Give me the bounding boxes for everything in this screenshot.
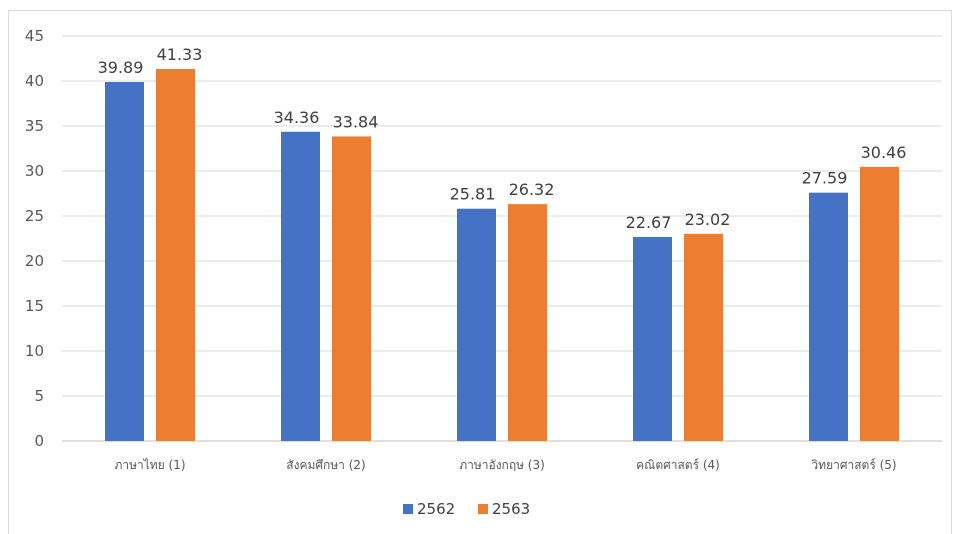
y-tick-label: 20 xyxy=(25,252,44,270)
data-label-2562: 22.67 xyxy=(626,213,672,232)
data-label-2563: 33.84 xyxy=(333,112,379,131)
x-axis-category-labels: ภาษาไทย (1) สังคมศึกษา (2) ภาษาอังกฤษ (3) ค… xyxy=(114,458,896,472)
data-label-2562: 34.36 xyxy=(274,108,320,127)
bar-2562 xyxy=(809,192,848,441)
y-tick-label: 30 xyxy=(25,162,44,180)
bar-2563 xyxy=(332,136,371,441)
data-label-2562: 25.81 xyxy=(450,185,496,204)
data-labels: 39.89 41.33 34.36 33.84 25.81 26.32 22.67 23.02… xyxy=(98,45,907,232)
y-tick-label: 40 xyxy=(25,72,44,90)
y-axis-tick-labels: 0 5 10 15 20 25 30 35 40 45 xyxy=(25,27,44,450)
y-tick-label: 25 xyxy=(25,207,44,225)
data-label-2563: 30.46 xyxy=(861,143,907,162)
data-label-2562: 27.59 xyxy=(802,169,848,188)
y-tick-label: 0 xyxy=(34,432,44,450)
y-tick-label: 10 xyxy=(25,342,44,360)
y-tick-label: 45 xyxy=(25,27,44,45)
category-label: คณิตศาสตร์ (4) xyxy=(636,458,720,472)
legend-swatch-2563 xyxy=(478,504,488,514)
bar-2562 xyxy=(281,131,320,441)
legend-swatch-2562 xyxy=(403,504,413,514)
legend-label-2562: 2562 xyxy=(417,500,455,518)
data-label-2562: 39.89 xyxy=(98,58,144,77)
legend-label-2563: 2563 xyxy=(492,500,530,518)
category-label: ภาษาไทย (1) xyxy=(114,458,185,472)
category-label: สังคมศึกษา (2) xyxy=(286,458,365,472)
data-label-2563: 23.02 xyxy=(685,210,731,229)
category-label: วิทยาศาสตร์ (5) xyxy=(811,458,896,472)
data-label-2563: 41.33 xyxy=(157,45,203,64)
bar-2563 xyxy=(860,166,899,442)
bar-2563 xyxy=(684,233,723,441)
gridlines xyxy=(62,35,942,442)
data-label-2563: 26.32 xyxy=(509,180,555,199)
bar-2563 xyxy=(508,204,547,441)
bars xyxy=(105,69,899,442)
bar-2562 xyxy=(457,208,496,441)
bar-2562 xyxy=(105,81,144,442)
y-tick-label: 15 xyxy=(25,297,44,315)
y-tick-label: 5 xyxy=(34,387,44,405)
legend: 2562 2563 xyxy=(403,500,530,518)
y-tick-label: 35 xyxy=(25,117,44,135)
category-label: ภาษาอังกฤษ (3) xyxy=(459,458,545,472)
bar-2563 xyxy=(156,69,195,441)
bar-2562 xyxy=(633,236,672,441)
